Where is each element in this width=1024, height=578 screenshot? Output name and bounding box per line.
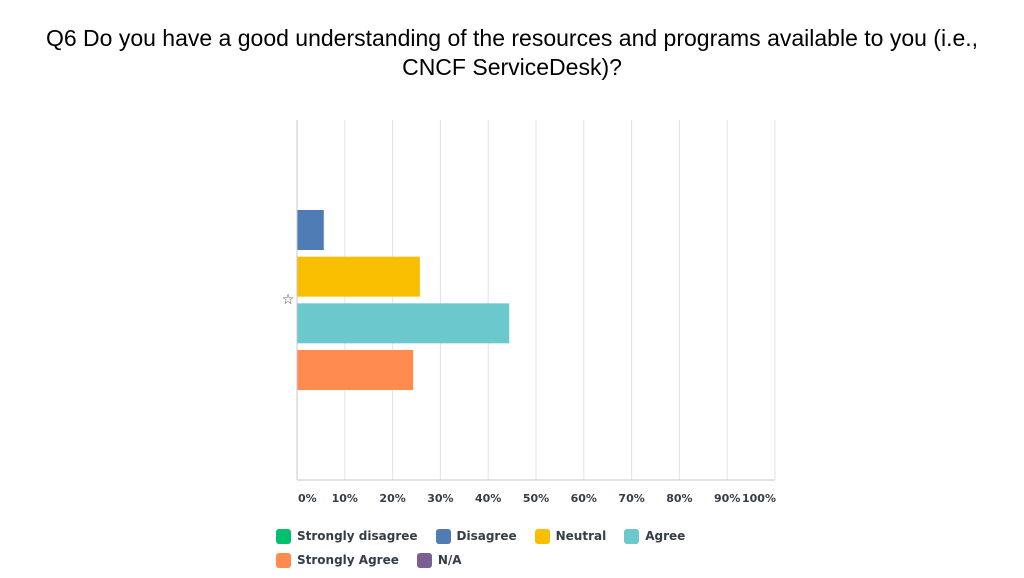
legend-label: Strongly disagree (297, 529, 418, 543)
bar-chart: 0% 10% 20% 30% 40% 50% 60% 70% 80% 90% 100% ☆ (282, 120, 776, 505)
x-tick-label: 20% (379, 492, 405, 505)
bar-agree (297, 303, 510, 344)
x-tick-label: 40% (475, 492, 501, 505)
legend-swatch (416, 552, 432, 568)
legend-label: Neutral (555, 529, 607, 543)
legend-label: Agree (645, 529, 686, 543)
legend-item: Strongly Agree (276, 552, 399, 568)
x-tick-label: 30% (427, 492, 453, 505)
legend-label: N/A (437, 553, 462, 567)
bar-disagree (297, 210, 324, 250)
chart-title-line-1: Q6 Do you have a good understanding of t… (45, 25, 979, 51)
legend-label: Disagree (456, 529, 517, 543)
legend-swatch (276, 552, 291, 568)
legend-swatch (276, 528, 291, 544)
legend-label: Strongly Agree (297, 553, 399, 567)
legend-item: Strongly disagree (276, 528, 418, 544)
legend-item: Disagree (435, 528, 517, 544)
legend-swatch (435, 528, 451, 544)
x-tick-label: 0% (298, 492, 317, 505)
chart-legend: Strongly disagree Disagree Neutral Agree Str… (276, 528, 796, 568)
x-tick-label: 50% (523, 492, 549, 505)
bar-strongly-agree (297, 350, 414, 390)
x-tick-label: 60% (571, 492, 597, 505)
chart-title: Q6 Do you have a good understanding of t… (0, 24, 1024, 82)
legend-item: N/A (416, 552, 462, 568)
legend-item: Neutral (534, 528, 607, 544)
legend-item: Agree (624, 528, 685, 544)
x-tick-label: 10% (332, 492, 358, 505)
x-tick-label: 70% (618, 492, 644, 505)
x-tick-label: 100% (742, 492, 776, 505)
x-tick-label: 80% (666, 492, 692, 505)
chart-title-line-2: CNCF ServiceDesk)? (402, 54, 622, 80)
x-tick-label: 90% (714, 492, 740, 505)
star-outline-icon: ☆ (282, 292, 295, 308)
bar-neutral (297, 256, 420, 297)
legend-swatch (534, 528, 550, 544)
legend-swatch (624, 528, 640, 544)
